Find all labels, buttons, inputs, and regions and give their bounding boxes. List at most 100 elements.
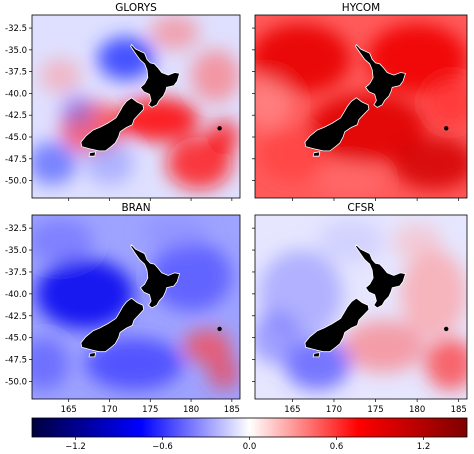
north-island [355, 244, 407, 309]
anomaly-blob [342, 320, 426, 373]
panel-title: GLORYS [115, 2, 157, 14]
colorbar-gradient [31, 417, 468, 438]
colorbar-tick-label: −1.2 [65, 442, 86, 450]
chatham-islands [217, 326, 222, 332]
north-island [355, 43, 407, 108]
y-tick-label: -35.0 [5, 246, 27, 256]
y-tick-label: -42.5 [5, 312, 27, 322]
anomaly-blob [85, 337, 183, 391]
panel-title: BRAN [121, 202, 150, 214]
anomaly-blob [60, 93, 94, 129]
anomaly-blob [425, 337, 467, 391]
colorbar-tick-label: 0.6 [330, 442, 344, 450]
stewart-island [88, 352, 97, 358]
anomaly-blob [191, 49, 240, 103]
anomaly-blob [255, 311, 301, 364]
panel-cfsr: CFSR 165 170 175 180 185 [252, 202, 468, 415]
anomaly-blob [97, 36, 155, 81]
x-tick-label: 175 [367, 405, 383, 415]
anomaly-blob [309, 93, 426, 164]
south-island [80, 97, 145, 152]
y-tick-label: -45.0 [5, 133, 27, 143]
x-tick-label: 170 [101, 405, 117, 415]
anomaly-blob [400, 250, 467, 338]
y-tick-label: -50.0 [5, 377, 27, 387]
stewart-island [312, 151, 321, 157]
panel-title: HYCOM [342, 2, 380, 14]
land-mask [304, 43, 449, 157]
colorbar-tick-label: −0.6 [152, 442, 173, 450]
y-tick-label: -40.0 [5, 290, 27, 300]
anomaly-blob [142, 215, 208, 251]
stewart-island [88, 151, 97, 157]
anomaly-blobs [32, 215, 240, 391]
x-tick-label: 185 [451, 405, 467, 415]
y-tick-label: -37.5 [5, 68, 27, 78]
y-tick-label: -40.0 [5, 89, 27, 99]
y-tick-label: -45.0 [5, 334, 27, 344]
y-tick-label: -50.0 [5, 177, 27, 187]
x-tick-label: 165 [61, 405, 77, 415]
north-island [130, 43, 181, 108]
anomaly-blobs [32, 15, 240, 190]
anomaly-blob [182, 328, 232, 364]
anomaly-blob [317, 219, 384, 264]
colorbar-tick-label: 0.0 [243, 442, 257, 450]
anomaly-blob [255, 76, 293, 129]
y-tick-label: -32.5 [5, 224, 27, 234]
south-island [80, 297, 145, 353]
anomaly-blob [40, 58, 81, 94]
x-tick-label: 170 [326, 405, 342, 415]
x-tick-label: 180 [183, 405, 199, 415]
anomaly-blob [36, 258, 134, 329]
anomaly-blob [85, 141, 134, 185]
panel-frame [254, 14, 468, 199]
south-island [304, 297, 370, 353]
land-mask [304, 244, 449, 358]
y-tick-label: -37.5 [5, 268, 27, 278]
panel-frame [31, 214, 241, 400]
panel-title: CFSR [347, 202, 374, 214]
chatham-islands [444, 326, 449, 332]
anomaly-blob [284, 337, 351, 391]
anomaly-blob [425, 76, 467, 129]
panel-glorys: GLORYS -32.5 -35.0 -37.5 -40.0 -42.5 -45.0 -47.… [5, 2, 241, 201]
panel-frame [31, 14, 241, 199]
anomaly-blob [150, 241, 232, 312]
anomaly-blob [32, 219, 94, 264]
anomaly-blob [32, 141, 77, 185]
chatham-islands [217, 126, 222, 131]
south-island [304, 97, 370, 152]
anomaly-blob [207, 119, 240, 155]
y-tick-label: -42.5 [5, 111, 27, 121]
y-tick-label: -47.5 [5, 356, 27, 366]
panel-hycom: HYCOM [252, 2, 468, 201]
land-mask [80, 43, 222, 157]
anomaly-blob [255, 23, 351, 94]
x-tick-label: 185 [224, 405, 240, 415]
panel-frame [254, 214, 468, 400]
land-mask [80, 244, 222, 358]
stewart-island [312, 352, 321, 358]
x-tick-label: 165 [284, 405, 300, 415]
anomaly-blob [317, 163, 384, 198]
north-island [130, 244, 181, 309]
anomaly-blob [392, 137, 467, 190]
x-tick-label: 180 [409, 405, 425, 415]
y-tick-label: -35.0 [5, 46, 27, 56]
colorbar-tick-label: 1.2 [417, 442, 431, 450]
y-tick-label: -32.5 [5, 24, 27, 34]
panels: GLORYS -32.5 -35.0 -37.5 -40.0 -42.5 -45.0 -47.… [5, 2, 468, 415]
y-tick-label: -47.5 [5, 155, 27, 165]
panel-bran: BRAN 165 170 175 180 185 -32.5 -35.0 -37.5 -40.0 -… [5, 202, 241, 415]
chatham-islands [444, 126, 449, 131]
anomaly-blob [32, 337, 69, 391]
anomaly-blob [150, 15, 200, 50]
anomaly-blob [392, 223, 443, 259]
heatmap-field [32, 15, 240, 198]
anomaly-blob [207, 355, 240, 391]
colorbar: −1.2 −0.6 0.0 0.6 1.2 [31, 417, 468, 452]
x-tick-label: 175 [142, 405, 158, 415]
